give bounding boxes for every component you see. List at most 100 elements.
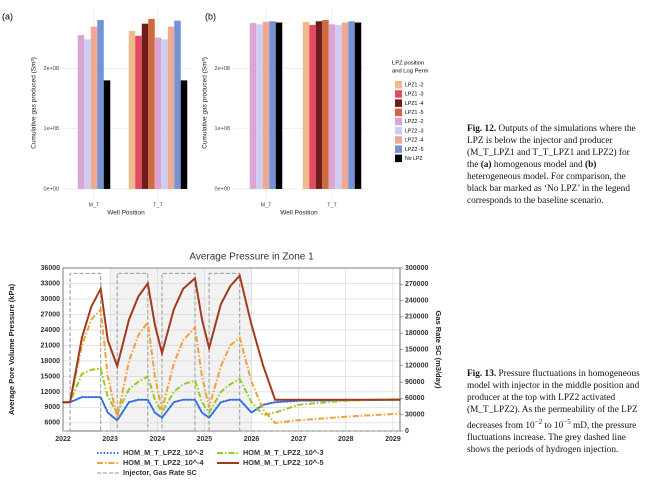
y2-tick-label: 120000 — [405, 363, 428, 370]
y-tick-label: 0e+00 — [44, 186, 59, 192]
y2-tick-label: 270000 — [405, 281, 428, 288]
bar — [315, 21, 323, 189]
series-line — [63, 306, 401, 424]
legend-swatch — [395, 154, 402, 163]
legend-label: LPZ1 -5 — [405, 110, 424, 116]
bar — [309, 24, 316, 189]
bar — [161, 39, 168, 189]
y-tick-label: 33000 — [41, 280, 61, 287]
plot-border — [62, 267, 401, 432]
y2-tick-label: 300000 — [405, 265, 428, 272]
series-line — [63, 273, 400, 404]
legend-label: HOM_M_T_LPZ2_10^-5 — [243, 458, 324, 467]
y-tick-label: 12000 — [41, 389, 61, 396]
legend-label: No LPZ — [405, 156, 423, 162]
legend-swatch — [395, 127, 402, 135]
y-tick-label: 21000 — [41, 342, 61, 349]
y2-tick-label: 210000 — [405, 314, 428, 321]
y-tick-label: 6000 — [44, 420, 60, 427]
legend-label: LPZ1 -4 — [405, 101, 424, 107]
legend-swatch — [395, 90, 402, 98]
y2-axis-title: Gas Rate SC (m3/day) — [434, 311, 443, 389]
caption-text: −5 — [563, 418, 571, 426]
bar — [275, 22, 283, 189]
legend-label: Injector, Gas Rate SC — [123, 468, 198, 477]
y-axis-title: Average Pore Volume Pressure (kPa) — [7, 283, 16, 415]
legend-label: LPZ2 -4 — [405, 138, 424, 144]
caption-text: Fig. 12. — [467, 124, 497, 134]
bar — [180, 80, 188, 189]
caption-text: Pressure fluctuations in homogeneous mod… — [467, 369, 640, 432]
x-tick-label: 2022 — [55, 436, 71, 443]
x-axis-title: Well Position — [280, 210, 318, 217]
legend-swatch — [395, 136, 402, 144]
legend-title: and Log Perm — [392, 69, 429, 75]
y-tick-label: 0e+00 — [215, 186, 230, 192]
bar — [256, 24, 263, 189]
x-tick-label: 2028 — [338, 436, 354, 443]
caption-text: (a) — [480, 160, 492, 170]
bar — [341, 22, 349, 189]
panel-label: (a) — [2, 11, 13, 21]
bar — [249, 23, 257, 189]
legend-label: LPZ2 -5 — [405, 147, 424, 153]
x-tick-label: T_T — [327, 202, 337, 208]
bar — [328, 24, 336, 189]
bar — [302, 21, 310, 189]
caption-text: mD, the pressure fluctuations increase. … — [467, 421, 637, 456]
x-tick-label: 2025 — [197, 436, 213, 443]
x-tick-label: 2029 — [385, 436, 401, 443]
bar — [335, 24, 342, 189]
y2-tick-label: 180000 — [405, 330, 428, 337]
legend-swatch — [395, 108, 402, 117]
legend-label: HOM_M_T_LPZ2_10^-2 — [123, 448, 204, 457]
y2-tick-label: 60000 — [405, 395, 425, 402]
caption-text: (b) — [585, 160, 597, 170]
legend-label: LPZ2 -3 — [405, 128, 424, 134]
caption-text: Fig. 13. — [467, 369, 497, 379]
y-tick-label: 2e+08 — [44, 66, 59, 72]
series-line — [63, 367, 401, 417]
bar — [322, 20, 329, 189]
chart-title: Average Pressure in Zone 1 — [189, 252, 314, 263]
bar — [135, 35, 142, 189]
x-tick-label: 2026 — [244, 436, 260, 443]
legend-swatch — [395, 145, 402, 153]
caption-fig12: Fig. 12. Outputs of the simulations wher… — [467, 123, 643, 207]
y-tick-label: 30000 — [41, 296, 61, 303]
bar — [97, 20, 104, 189]
legend-swatch — [395, 81, 402, 89]
panel-label: (b) — [205, 11, 216, 21]
bar — [154, 37, 162, 189]
x-tick-label: 2023 — [102, 436, 118, 443]
bar — [167, 26, 175, 189]
x-tick-label: M_T — [89, 202, 101, 208]
legend-swatch — [395, 99, 402, 107]
bar — [103, 80, 111, 189]
bar — [90, 26, 98, 189]
y2-tick-label: 150000 — [405, 346, 428, 353]
x-tick-label: T_T — [153, 202, 163, 208]
y2-tick-label: 30000 — [405, 412, 425, 419]
y2-tick-label: 0 — [405, 428, 409, 435]
legend-label: HOM_M_T_LPZ2_10^-4 — [123, 458, 204, 467]
series-line — [63, 272, 400, 432]
bar — [348, 21, 355, 189]
legend-swatch — [395, 117, 402, 126]
y-tick-label: 2e+08 — [215, 66, 230, 72]
y-axis-title: Cumulative gas produced (Sm³) — [202, 57, 209, 149]
legend-label: LPZ2 -2 — [405, 119, 424, 125]
y-tick-label: 24000 — [41, 327, 61, 334]
y-tick-label: 15000 — [41, 373, 61, 380]
bar — [148, 18, 155, 189]
legend-title: LPZ position — [392, 61, 424, 67]
x-tick-label: 2024 — [149, 436, 165, 443]
caption-fig13: Fig. 13. Pressure fluctuations in homoge… — [467, 368, 643, 456]
bar — [84, 39, 91, 189]
caption-text: heterogeneous model. For comparison, the… — [467, 172, 630, 206]
y-tick-label: 18000 — [41, 358, 61, 365]
y-axis-title: Cumulative gas produced (Sm³) — [31, 57, 38, 149]
y-tick-label: 27000 — [41, 311, 61, 318]
